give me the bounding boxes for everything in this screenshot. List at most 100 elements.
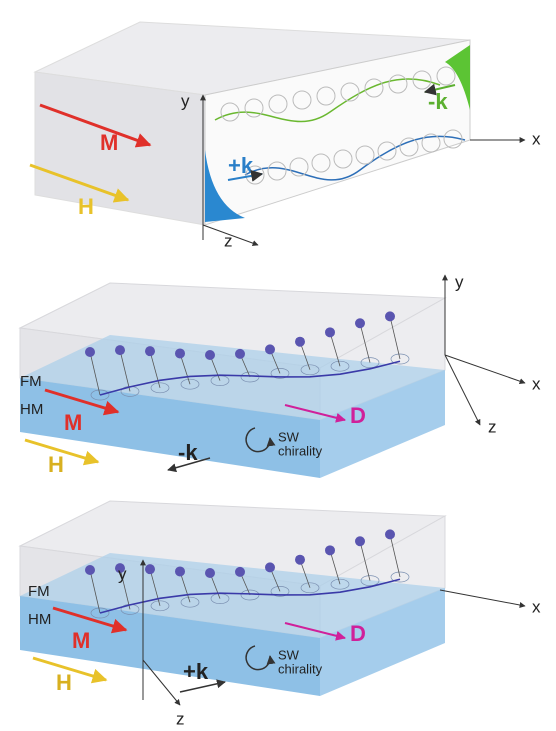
spin-stick — [179, 571, 191, 603]
spin-ball — [385, 311, 395, 322]
hm-label: HM — [28, 611, 51, 628]
spin-ball — [145, 346, 155, 357]
spin-wave-green — [214, 78, 441, 123]
m-arrow — [39, 103, 152, 148]
precession-ring — [150, 382, 170, 394]
m-label: M — [72, 628, 90, 653]
spin-stick — [329, 332, 341, 367]
hm-side — [320, 370, 445, 478]
spin-ball — [295, 336, 305, 347]
ring — [289, 157, 309, 177]
x-label: x — [532, 129, 541, 148]
precession-ring — [270, 586, 290, 597]
spin-ball — [175, 348, 185, 359]
chirality-label: SW — [278, 647, 300, 662]
spin-ball — [205, 349, 215, 360]
h-arrow — [32, 656, 108, 684]
spin-ball — [265, 562, 275, 573]
spin-ball — [325, 545, 335, 556]
precession-ring — [330, 360, 350, 372]
spin-wave — [99, 578, 401, 614]
m-arrow — [44, 388, 120, 416]
ring — [421, 133, 441, 153]
ring — [377, 141, 397, 161]
d-arrow — [284, 404, 346, 423]
m-label: M — [64, 410, 82, 435]
spin-wave — [99, 360, 401, 396]
ring — [316, 86, 336, 106]
z-label: z — [176, 709, 185, 728]
k-minus-arrow — [423, 83, 456, 96]
z-label: z — [488, 417, 497, 436]
chirality-arrow — [245, 645, 276, 671]
ring — [245, 165, 265, 185]
chirality-label: SW — [278, 429, 300, 444]
k-plus-arrow — [227, 169, 264, 182]
spin-ball — [115, 563, 125, 574]
precession-ring — [150, 600, 170, 612]
z-label: z — [224, 231, 233, 250]
spin-ball — [265, 344, 275, 355]
z-axis — [142, 659, 181, 706]
h-label: H — [48, 452, 64, 477]
ring — [267, 161, 287, 181]
h-arrow — [29, 163, 130, 203]
spin-ball — [205, 567, 215, 578]
k-label: -k — [178, 440, 198, 465]
z-axis — [202, 224, 259, 246]
x-axis — [439, 589, 526, 608]
k-label: +k — [183, 659, 209, 684]
spin-ball — [85, 565, 95, 575]
ring — [364, 78, 384, 98]
spin-ball — [355, 536, 365, 547]
chirality-label: chirality — [278, 443, 323, 458]
h-label: H — [78, 194, 94, 219]
spin-stick — [119, 568, 131, 610]
precession-ring — [300, 364, 320, 376]
spin-stick — [89, 569, 101, 614]
hm-top — [20, 335, 445, 420]
edge-wave-green — [445, 45, 470, 110]
fm-label: FM — [20, 373, 42, 390]
box-left — [34, 71, 206, 226]
d-label: D — [350, 621, 366, 646]
spin-stick — [359, 323, 371, 363]
ring — [412, 70, 432, 90]
precession-rings — [220, 66, 463, 185]
spin-ball — [385, 529, 395, 540]
spin-ball — [235, 348, 245, 359]
spin-stick — [149, 569, 161, 606]
ring — [436, 66, 456, 86]
spin-ball — [85, 347, 95, 357]
precession-ring — [240, 371, 260, 383]
precession-ring — [330, 578, 350, 590]
spin-ball — [115, 345, 125, 356]
spin-ball — [355, 318, 365, 329]
precession-ring — [180, 596, 200, 608]
ring — [333, 149, 353, 169]
z-axis — [444, 354, 481, 426]
h-arrow — [24, 438, 100, 466]
chirality-arrow — [245, 427, 276, 453]
d-arrow — [284, 622, 346, 641]
k-minus-label: -k — [428, 89, 448, 114]
spin-stick — [149, 351, 161, 388]
precession-ring — [390, 571, 410, 583]
ring — [311, 153, 331, 173]
precession-ring — [300, 582, 320, 594]
spin-stick — [119, 350, 131, 392]
ring — [388, 74, 408, 94]
ring — [292, 90, 312, 110]
y-label: y — [181, 91, 190, 110]
precession-ring — [360, 575, 380, 586]
spin-stick — [359, 541, 371, 581]
m-label: M — [100, 130, 118, 155]
m-arrow — [52, 606, 128, 634]
hm-side — [320, 588, 445, 696]
d-label: D — [350, 403, 366, 428]
precession-ring — [90, 389, 110, 401]
ring — [220, 102, 240, 122]
precession-ring — [390, 353, 410, 365]
x-axis — [444, 354, 526, 385]
